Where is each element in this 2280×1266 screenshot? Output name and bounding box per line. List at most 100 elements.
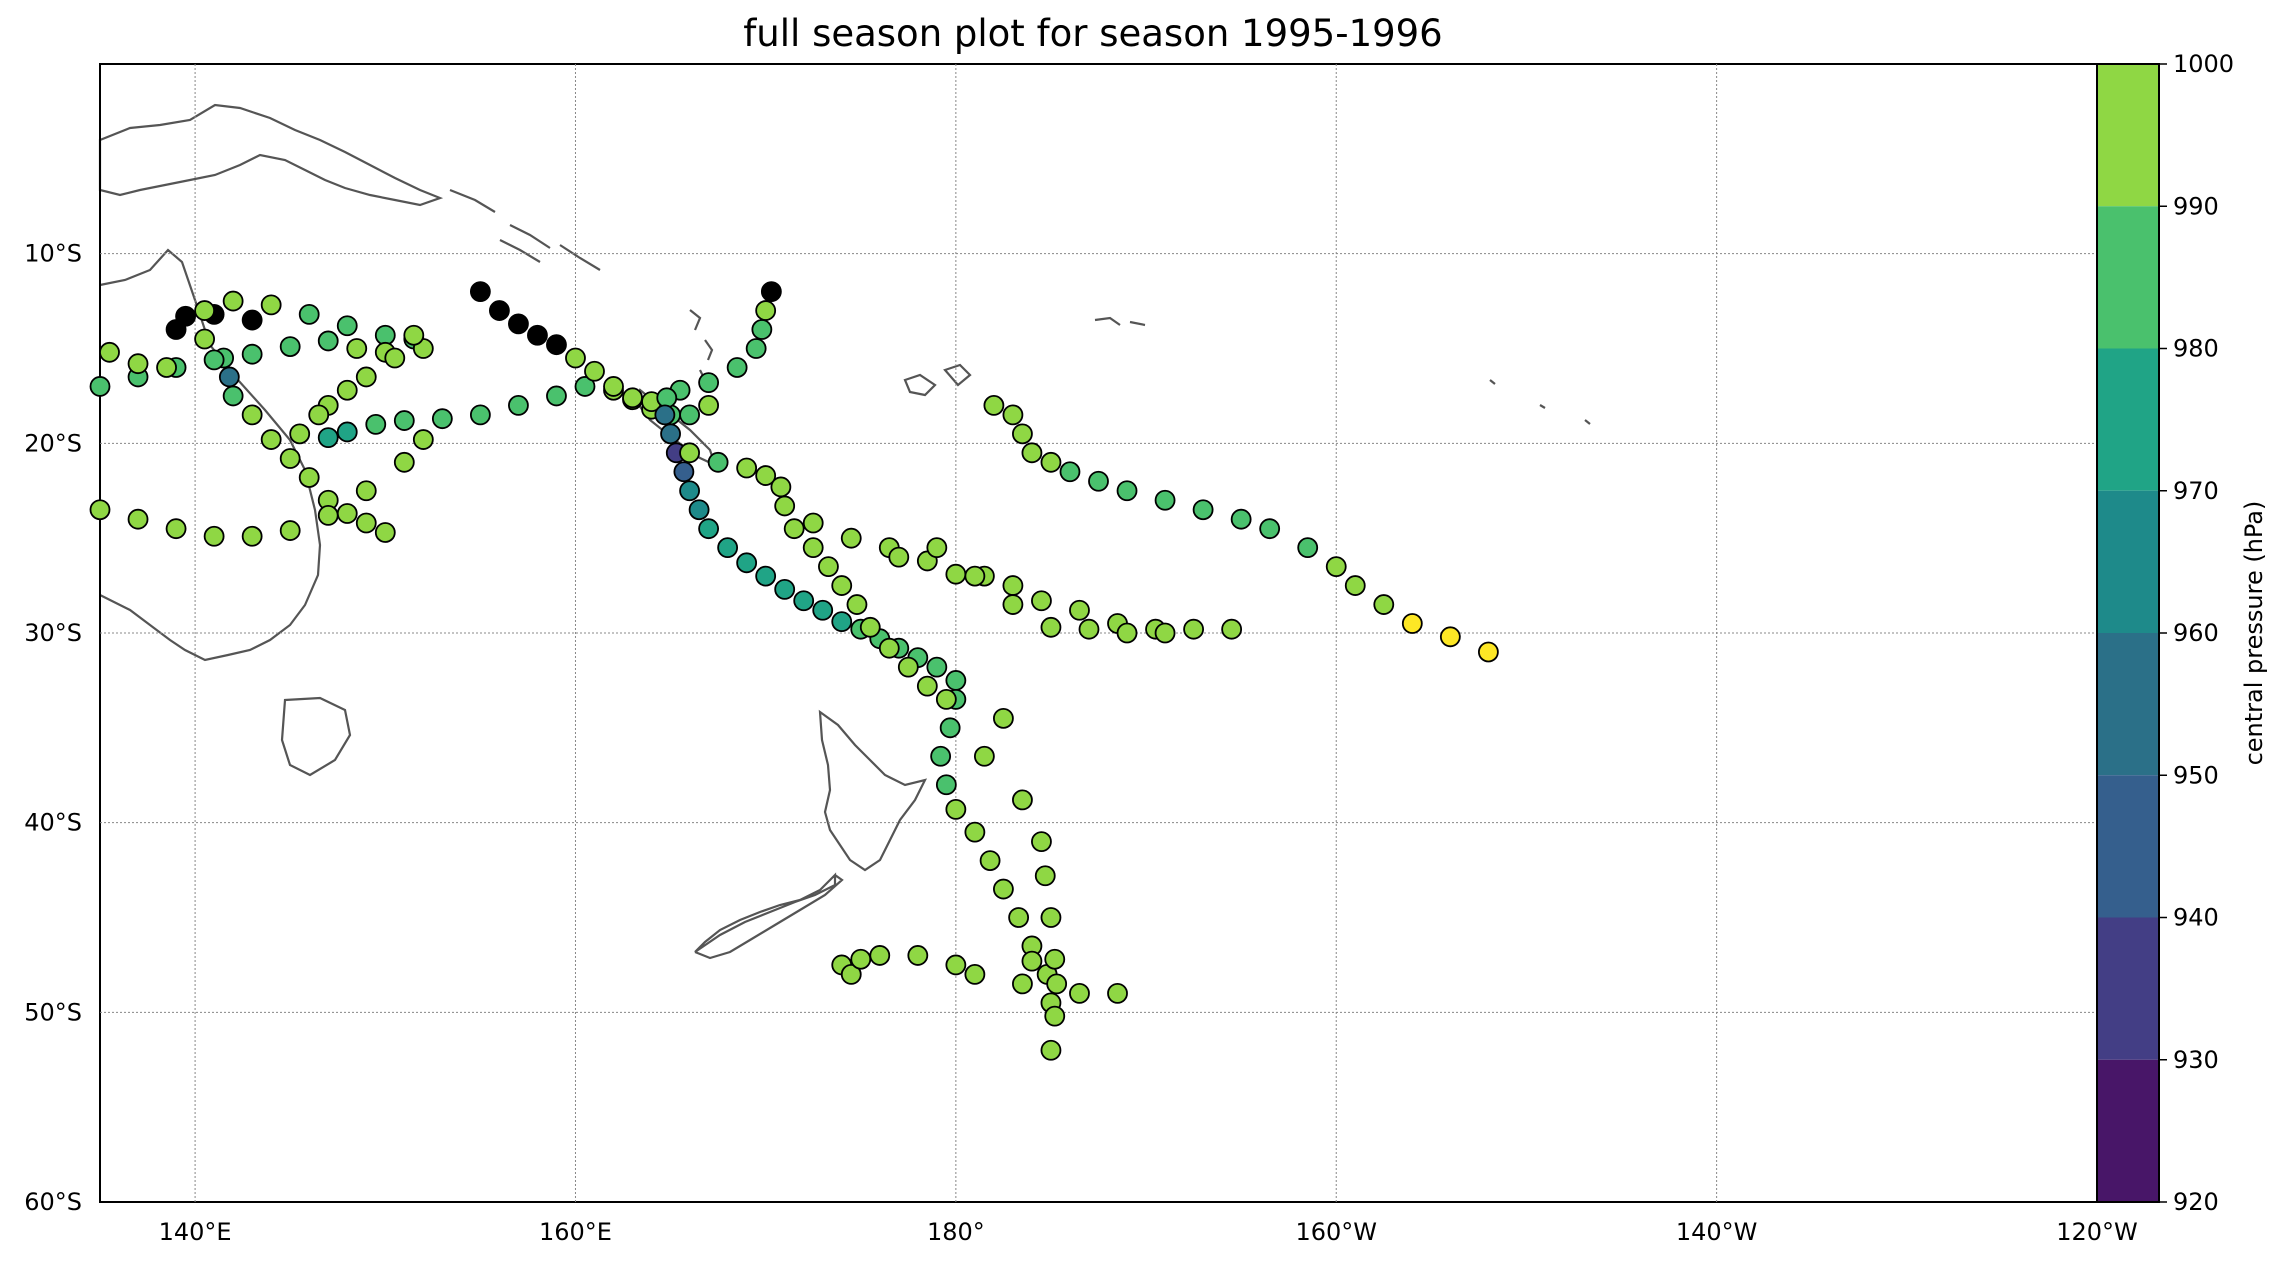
track-point (298, 467, 320, 488)
track-point (1069, 599, 1090, 621)
lon-tick-label: 180° (927, 1218, 985, 1246)
track-point (736, 457, 758, 479)
track-point (346, 338, 368, 359)
track-point (165, 319, 187, 340)
track-point (1401, 613, 1423, 634)
track-point (431, 408, 453, 430)
track-point (412, 429, 434, 450)
track-point (1259, 518, 1281, 540)
track-point (1297, 537, 1319, 559)
coastline-cook (1489, 379, 1591, 425)
track-point (393, 451, 415, 473)
gridlines (100, 64, 2097, 1202)
track-point (241, 343, 263, 365)
coastline-nz-south (694, 872, 844, 960)
coastline-samoa (1094, 316, 1146, 327)
track-point (993, 878, 1014, 900)
track-point (1002, 404, 1024, 426)
track-point (1040, 616, 1062, 638)
track-point (1192, 499, 1214, 521)
track-point (973, 745, 995, 767)
track-point (603, 376, 624, 397)
track-point (336, 503, 358, 524)
track-point (194, 300, 216, 321)
track-point (1040, 1039, 1062, 1061)
track-point (260, 429, 282, 450)
track-point (1040, 451, 1062, 473)
track-point (622, 387, 643, 409)
track-point (374, 522, 396, 543)
lat-tick-label: 30°S (24, 619, 82, 647)
coastline-tasmania (280, 696, 352, 777)
track-point (156, 357, 177, 378)
coastline-solomons (449, 188, 601, 271)
track-point (654, 404, 676, 426)
track-point (897, 656, 919, 678)
track-point (1088, 470, 1109, 492)
lon-tick-label: 160°W (1295, 1218, 1377, 1246)
track-point (194, 328, 216, 350)
track-point (859, 616, 881, 638)
track-point (774, 578, 796, 600)
track-point (945, 670, 967, 691)
track-point (1021, 950, 1043, 972)
track-point (1046, 973, 1068, 995)
track-point (926, 656, 948, 678)
track-point (403, 324, 425, 346)
track-point (99, 341, 120, 363)
track-point (546, 385, 567, 407)
track (679, 442, 957, 710)
track-point (888, 546, 910, 568)
track-point (469, 404, 491, 426)
track-point (964, 565, 986, 587)
track-point (279, 520, 301, 541)
colorbar-segment (2097, 1059, 2159, 1202)
track-point (355, 512, 377, 534)
track-point (1002, 575, 1024, 596)
lat-tick-label: 50°S (24, 998, 82, 1026)
track-point (584, 360, 605, 382)
track-point (1044, 948, 1066, 970)
track-point (993, 707, 1014, 729)
track-point (298, 303, 320, 325)
track-point (878, 637, 900, 659)
track-point (241, 404, 263, 426)
track-point (964, 964, 986, 985)
track-point (751, 319, 773, 340)
track-point (770, 476, 792, 498)
track-point (336, 421, 358, 443)
track-point (203, 349, 225, 371)
track-point (726, 357, 748, 378)
track (973, 707, 1068, 1061)
track-point (203, 525, 225, 547)
track-point (745, 338, 767, 359)
track-point (279, 336, 301, 358)
track-point (317, 427, 339, 449)
track-point (926, 537, 948, 559)
track-point (698, 394, 720, 416)
track-point (1002, 594, 1024, 615)
track-point (365, 413, 387, 435)
track-point (802, 512, 824, 534)
track (983, 394, 1499, 663)
track-point (1230, 508, 1252, 530)
track-point (964, 821, 986, 843)
track-point (1154, 489, 1176, 511)
track-point (1044, 1005, 1066, 1027)
coastline-nz-north (818, 709, 928, 872)
track-point (698, 372, 720, 394)
track-point (546, 334, 567, 356)
coastline-fiji (903, 363, 972, 397)
track-point (717, 537, 739, 559)
track-point (945, 798, 967, 820)
colorbar-tick-label: 970 (2173, 477, 2219, 505)
track-point (1344, 575, 1366, 596)
track-point (793, 590, 815, 612)
track-point (1373, 594, 1395, 615)
track-point (755, 465, 777, 486)
track-point (935, 688, 957, 710)
track-point (1012, 423, 1033, 445)
track-point (374, 324, 396, 346)
